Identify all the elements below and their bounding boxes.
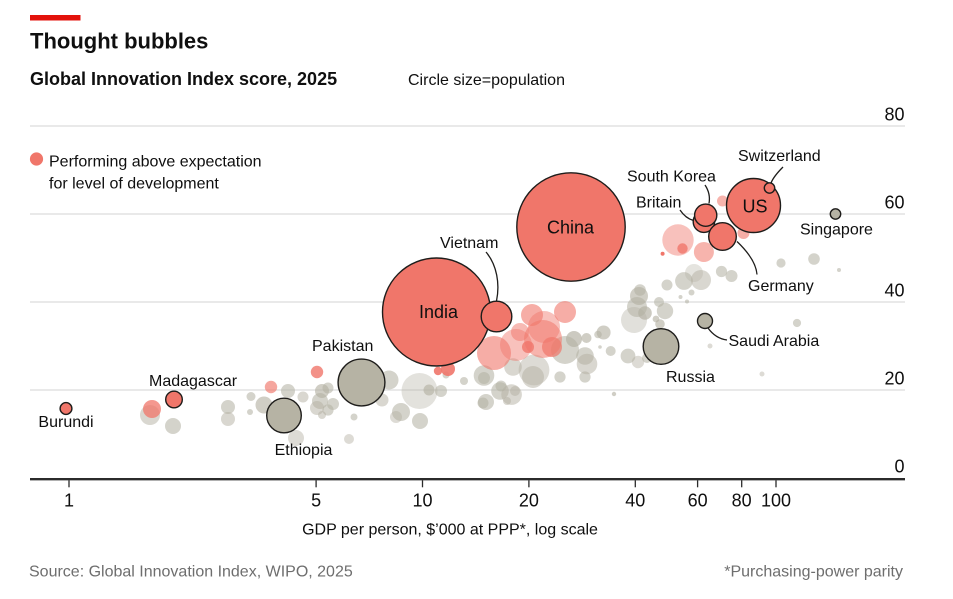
svg-text:Circle size=population: Circle size=population [408,72,565,89]
svg-text:Germany: Germany [748,278,814,295]
svg-text:China: China [547,218,595,238]
svg-text:Source: Global Innovation Inde: Source: Global Innovation Index, WIPO, 2… [29,564,353,581]
svg-text:South Korea: South Korea [627,169,716,186]
svg-text:100: 100 [761,491,791,511]
svg-text:60: 60 [884,193,904,213]
svg-text:40: 40 [625,491,645,511]
svg-text:Ethiopia: Ethiopia [275,442,333,459]
svg-text:10: 10 [412,491,432,511]
svg-text:India: India [419,302,459,322]
svg-text:Singapore: Singapore [800,222,873,239]
svg-text:Thought bubbles: Thought bubbles [30,29,208,54]
svg-text:Switzerland: Switzerland [738,148,821,165]
svg-text:Performing above expectation: Performing above expectation [49,154,262,171]
svg-text:0: 0 [894,457,904,477]
svg-text:60: 60 [688,491,708,511]
svg-text:20: 20 [884,369,904,389]
svg-text:40: 40 [884,281,904,301]
svg-text:Madagascar: Madagascar [149,373,238,390]
svg-text:Vietnam: Vietnam [440,235,498,252]
svg-text:5: 5 [311,491,321,511]
svg-text:80: 80 [732,491,752,511]
svg-text:GDP per person, $’000 at PPP*,: GDP per person, $’000 at PPP*, log scale [302,522,598,539]
svg-text:Saudi Arabia: Saudi Arabia [729,333,820,350]
svg-text:1: 1 [64,491,74,511]
svg-text:*Purchasing-power parity: *Purchasing-power parity [724,564,903,581]
svg-text:Pakistan: Pakistan [312,338,373,355]
svg-text:80: 80 [884,105,904,125]
svg-text:Russia: Russia [666,369,715,386]
svg-text:US: US [742,197,767,217]
svg-text:Global Innovation Index score,: Global Innovation Index score, 2025 [30,69,337,89]
svg-text:for level of development: for level of development [49,176,219,193]
svg-text:20: 20 [519,491,539,511]
svg-text:Britain: Britain [636,195,681,212]
svg-text:Burundi: Burundi [38,414,93,431]
